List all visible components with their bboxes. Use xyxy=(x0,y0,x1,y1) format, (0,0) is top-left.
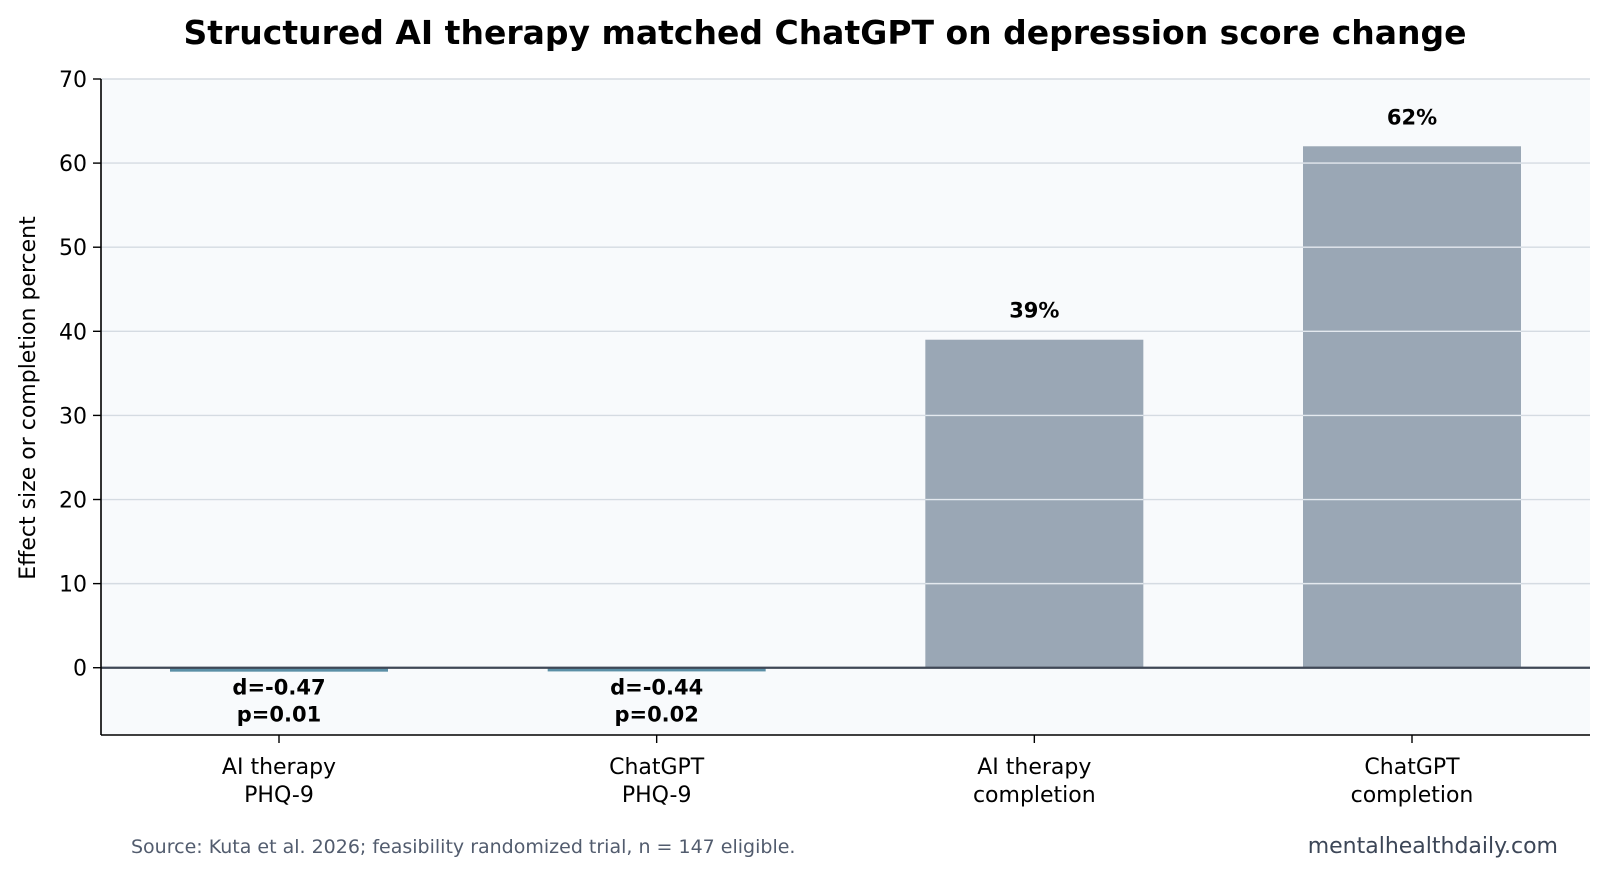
bar-value-label: p=0.02 xyxy=(614,703,698,727)
y-tick-label: 60 xyxy=(59,152,87,177)
bar xyxy=(547,667,766,672)
x-tick-label: ChatGPT xyxy=(1364,755,1460,780)
x-tick-label: completion xyxy=(1351,783,1474,808)
x-tick-label: PHQ-9 xyxy=(622,783,692,808)
y-tick-label: 30 xyxy=(59,404,87,429)
bar xyxy=(1303,146,1521,668)
source-note: Source: Kuta et al. 2026; feasibility ra… xyxy=(131,836,795,858)
x-tick-label: PHQ-9 xyxy=(244,783,314,808)
x-tick-label: completion xyxy=(973,783,1096,808)
axes xyxy=(100,79,1590,736)
site-brand: mentalhealthdaily.com xyxy=(1308,834,1558,859)
bar xyxy=(170,667,388,672)
y-tick-label: 10 xyxy=(59,573,87,598)
bar-value-label: 39% xyxy=(1009,299,1059,323)
y-tick-label: 20 xyxy=(59,489,87,514)
y-axis-label: Effect size or completion percent xyxy=(16,216,41,580)
data-labels: d=-0.47 p=0.01 d=-0.44 p=0.02 39% 62% xyxy=(232,105,1437,726)
chart-title: Structured AI therapy matched ChatGPT on… xyxy=(183,13,1466,52)
bars xyxy=(170,146,1521,672)
bar xyxy=(925,339,1144,668)
bar-value-label: 62% xyxy=(1387,105,1437,129)
bar-value-label: d=-0.47 xyxy=(232,676,325,700)
x-tick-label: ChatGPT xyxy=(609,755,705,780)
y-tick-label: 40 xyxy=(59,320,87,345)
y-tick-label: 50 xyxy=(59,236,87,261)
bar-value-label: d=-0.44 xyxy=(610,676,703,700)
bar-value-label: p=0.01 xyxy=(237,703,321,727)
x-tick-label: AI therapy xyxy=(977,755,1091,780)
tick-labels: 0 10 20 30 40 50 60 70 AI therapy PHQ-9 ChatGPT PHQ… xyxy=(59,68,1473,808)
y-tick-label: 70 xyxy=(59,68,87,93)
x-tick-label: AI therapy xyxy=(222,755,336,780)
y-tick-label: 0 xyxy=(73,657,87,682)
